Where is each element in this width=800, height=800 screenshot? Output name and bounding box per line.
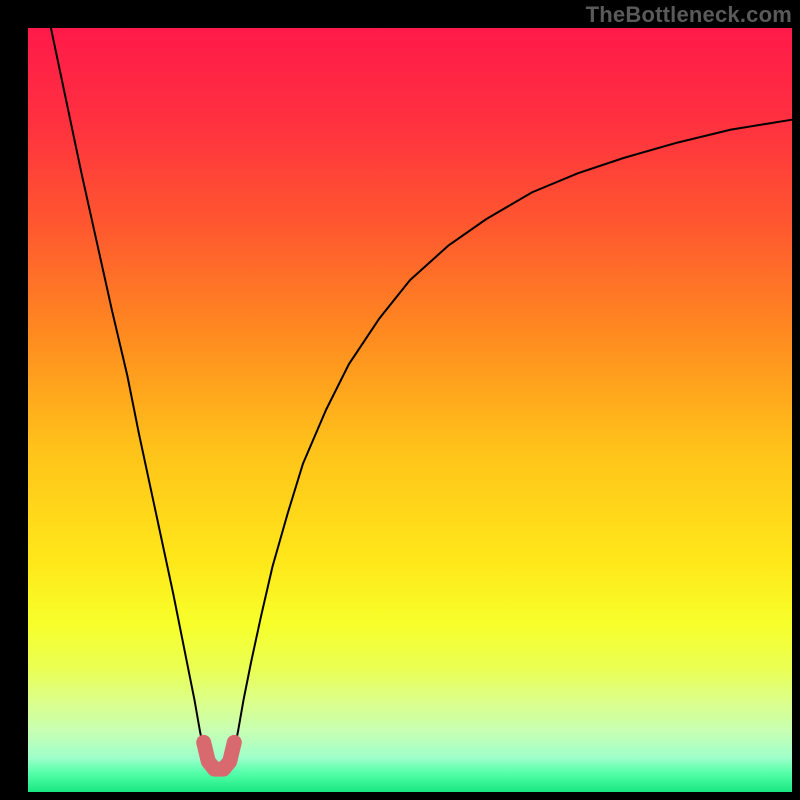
watermark-text: TheBottleneck.com — [586, 2, 792, 28]
curve-layer — [28, 28, 792, 792]
plot-area — [28, 28, 792, 792]
bottom-u-marker — [204, 742, 235, 769]
chart-container: TheBottleneck.com — [0, 0, 800, 800]
bottleneck-curve — [51, 28, 792, 769]
